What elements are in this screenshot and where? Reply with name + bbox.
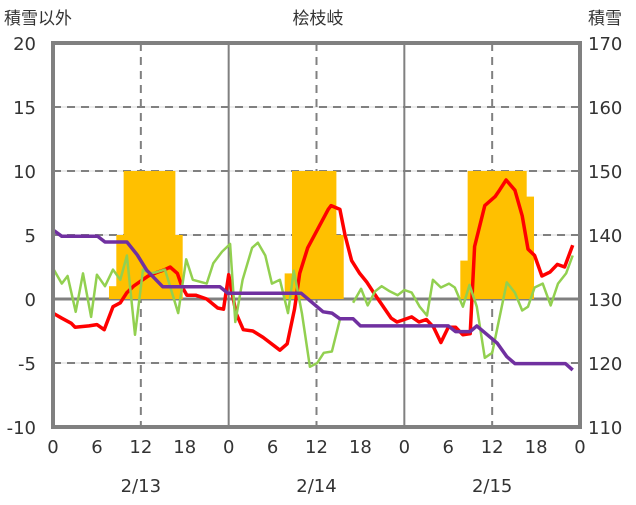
x-tick-label: 6 <box>267 437 278 458</box>
snowfall-bar <box>174 235 183 299</box>
x-tick-label: 12 <box>129 437 152 458</box>
plot-border <box>51 41 582 429</box>
snowfall-bar <box>306 171 315 299</box>
x-tick-label: 18 <box>349 437 372 458</box>
x-tick-label: 18 <box>173 437 196 458</box>
x-tick-label: 0 <box>399 437 410 458</box>
snowfall-bar <box>167 171 176 299</box>
right-tick-label: 130 <box>588 290 622 311</box>
right-tick-label: 140 <box>588 226 622 247</box>
date-label: 2/15 <box>472 476 512 497</box>
snowfall-bar <box>138 171 147 299</box>
left-axis-title: 積雪以外 <box>4 9 72 29</box>
snowfall-bar <box>496 171 505 299</box>
x-tick-label: 0 <box>47 437 58 458</box>
snowfall-bar <box>299 171 308 299</box>
right-tick-label: 110 <box>588 418 622 439</box>
left-tick-label: 0 <box>25 290 36 311</box>
snowfall-bar <box>511 171 520 299</box>
left-tick-label: 10 <box>13 162 36 183</box>
right-tick-label: 170 <box>588 34 622 55</box>
plot-frame <box>51 41 582 429</box>
x-tick-label: 12 <box>481 437 504 458</box>
snowfall-bar <box>518 171 527 299</box>
date-label: 2/13 <box>121 476 161 497</box>
series-lines <box>51 178 575 372</box>
left-tick-label: 5 <box>25 226 36 247</box>
x-tick-label: 0 <box>574 437 585 458</box>
snowfall-bar <box>130 171 139 299</box>
snowfall-bar <box>482 171 491 299</box>
chart-title: 桧枝岐 <box>293 9 344 29</box>
snowfall-bar <box>152 171 161 299</box>
snowfall-bar <box>145 171 154 299</box>
left-tick-label: -10 <box>7 418 36 439</box>
snowfall-bar <box>467 171 476 299</box>
red-series-line <box>52 178 575 352</box>
snowfall-bar <box>489 171 498 299</box>
left-tick-label: 20 <box>13 34 36 55</box>
date-label: 2/14 <box>296 476 336 497</box>
snowfall-bar <box>526 196 535 299</box>
x-tick-label: 6 <box>91 437 102 458</box>
snowfall-bar <box>335 235 344 299</box>
snowfall-bar <box>504 171 513 299</box>
snowfall-bar <box>284 273 293 299</box>
x-tick-label: 12 <box>305 437 328 458</box>
snowfall-bar <box>313 171 322 299</box>
left-tick-label: 15 <box>13 98 36 119</box>
x-tick-label: 0 <box>223 437 234 458</box>
x-tick-label: 18 <box>525 437 548 458</box>
left-tick-label: -5 <box>18 354 36 375</box>
snowfall-bar <box>321 171 330 299</box>
bars <box>108 171 535 299</box>
snowfall-bar <box>123 171 132 299</box>
x-tick-label: 6 <box>443 437 454 458</box>
right-tick-label: 160 <box>588 98 622 119</box>
purple-series-line <box>51 228 574 372</box>
snowfall-bar <box>116 235 125 299</box>
right-tick-label: 150 <box>588 162 622 183</box>
green-series-line <box>51 241 574 369</box>
snowfall-bar <box>328 171 337 299</box>
snowfall-bar <box>160 171 169 299</box>
right-tick-label: 120 <box>588 354 622 375</box>
snowfall-bar <box>460 260 469 299</box>
snowfall-bar <box>108 286 117 299</box>
snowfall-bar <box>291 171 300 299</box>
right-axis-title: 積雪 <box>588 9 622 29</box>
